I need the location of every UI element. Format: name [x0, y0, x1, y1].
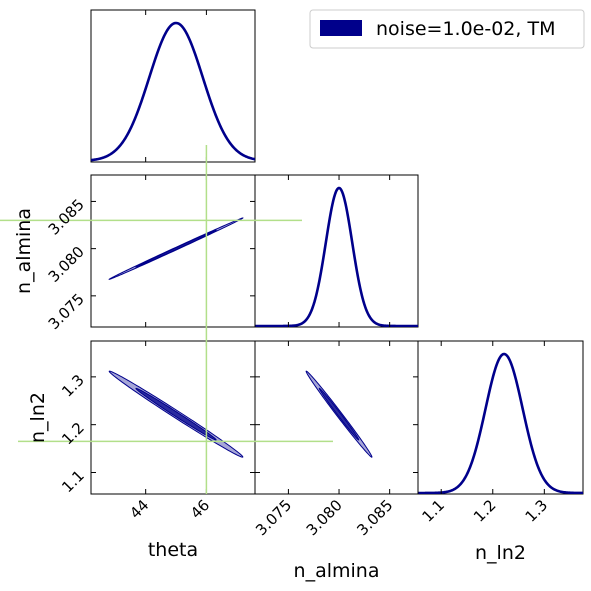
contour-inner — [318, 387, 360, 441]
marginal-panel-theta — [90, 9, 256, 163]
x-axis-label-n_ln2: n_ln2 — [475, 542, 526, 564]
y-tick-label-n_ln2: 1.2 — [58, 419, 88, 449]
legend: noise=1.0e-02, TM — [309, 9, 585, 49]
y-tick-label-n_almina: 3.080 — [45, 243, 88, 286]
marginal-panel-n_almina — [254, 174, 419, 328]
contour-panel-theta-n_ln2 — [90, 340, 256, 495]
x-tick-label-n_ln2: 1.3 — [522, 496, 552, 526]
contour-inner — [135, 387, 217, 441]
y-tick-label-n_almina: 3.085 — [45, 196, 88, 239]
x-tick-label-n_ln2: 1.2 — [470, 496, 500, 526]
corner-panels: 44 46 3.075 3.080 3.085 1.1 1.2 1.33.0753.0803.… — [0, 9, 584, 582]
x-tick-label-n_almina: 3.080 — [303, 496, 346, 539]
x-tick-label-theta: 44 — [126, 496, 152, 522]
y-axis-label-n_almina: n_almina — [13, 208, 35, 294]
x-tick-label-n_ln2: 1.1 — [418, 496, 448, 526]
x-axis-label-theta: theta — [148, 539, 198, 561]
contour-inner — [135, 229, 217, 268]
legend-label: noise=1.0e-02, TM — [376, 18, 555, 40]
y-tick-label-n_almina: 3.075 — [45, 290, 88, 333]
contour-panel-theta-n_almina — [90, 174, 256, 328]
x-axis-label-n_almina: n_almina — [294, 560, 380, 582]
axis-labels: theta n_almina n_ln2 n_almina n_ln2 — [13, 208, 526, 582]
marginal-curve-n_ln2 — [418, 352, 583, 494]
contour-panel-n_almina-n_ln2 — [254, 340, 419, 495]
panel-frame — [90, 174, 256, 328]
panel-frame — [90, 9, 256, 163]
panel-frame — [417, 340, 584, 495]
x-tick-label-n_almina: 3.085 — [353, 496, 396, 539]
x-tick-label-n_almina: 3.075 — [252, 496, 295, 539]
y-tick-label-n_ln2: 1.3 — [58, 371, 88, 401]
truth-lines — [0, 145, 333, 494]
panel-frame — [254, 340, 419, 495]
y-axis-label-n_ln2: n_ln2 — [27, 392, 49, 443]
y-tick-label-n_ln2: 1.1 — [58, 467, 88, 497]
panel-frame — [254, 174, 419, 328]
marginal-curve-n_almina — [255, 186, 418, 327]
x-tick-label-theta: 46 — [187, 496, 213, 522]
marginal-panel-n_ln2 — [417, 340, 584, 495]
panel-frame — [90, 340, 256, 495]
legend-box — [309, 9, 585, 49]
marginal-curve-theta — [91, 21, 255, 162]
legend-swatch — [320, 20, 362, 36]
tick-labels: 44 46 3.075 3.080 3.085 1.1 1.2 1.33.0753.0803.… — [45, 196, 551, 540]
